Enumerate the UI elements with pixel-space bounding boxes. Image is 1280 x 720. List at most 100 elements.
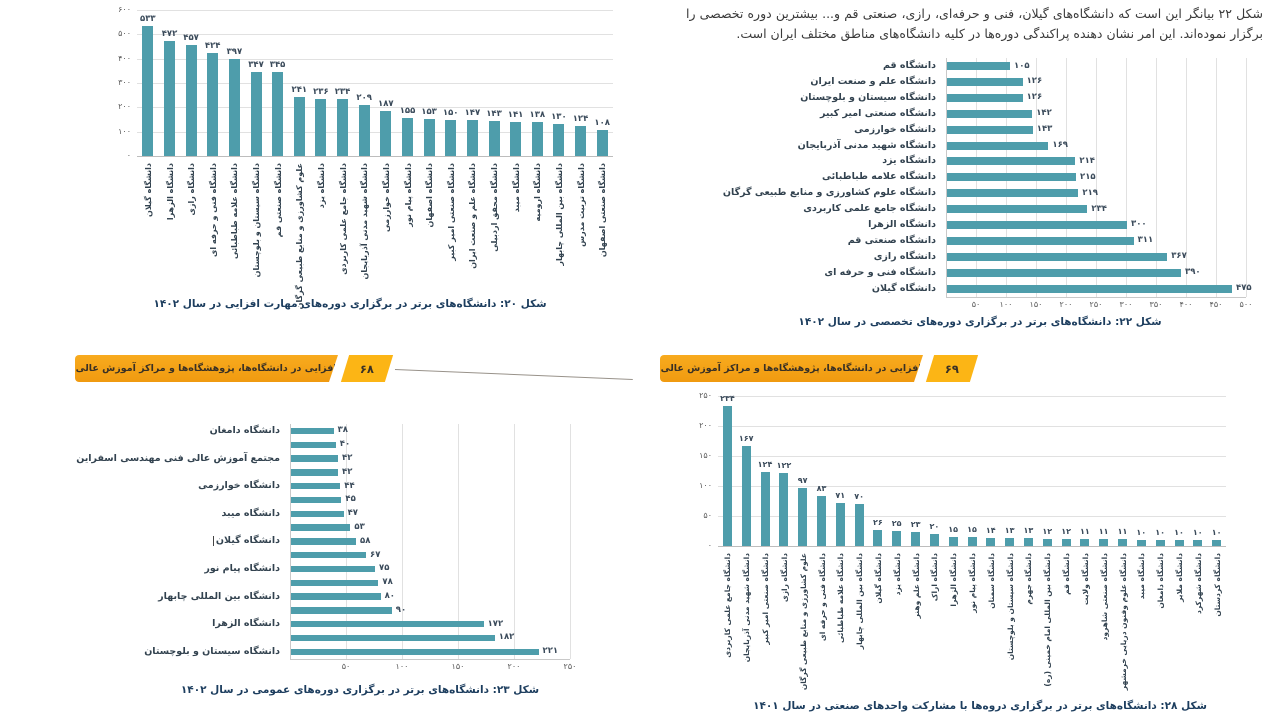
bar-value-label: ۱۱ (1098, 527, 1109, 537)
bar (947, 268, 1181, 277)
axis-tick-label: ۲۰۰ (699, 421, 712, 430)
axis-tick-label: ۴۵۰ (1209, 299, 1223, 309)
bar-value-label: ۴۷۵ (1236, 283, 1252, 293)
bar-value-label: ۵۸ (360, 535, 371, 546)
bar (947, 173, 1076, 182)
category-label: دانشگاه علامه طباطبائی (230, 163, 240, 259)
bar (207, 52, 219, 156)
bar (291, 441, 336, 448)
category-label: دانشگاه سیستان و بلوچستان (800, 91, 936, 103)
bar-value-label: ۸۳ (816, 484, 827, 494)
bar (531, 122, 543, 156)
bar-value-label: ۱۰ (1174, 528, 1184, 537)
bar (291, 634, 495, 642)
bar (291, 427, 334, 435)
bar (291, 510, 344, 517)
axis-tick-label: ۱۰۰ (395, 661, 409, 671)
plot-area: ۰ ۱۰۰ ۲۰۰ ۳۰۰ ۴۰۰ ۵۰۰ ۶۰۰ ۵۳۳ دانشگاه گیلان ۴۷۲ دا… (118, 5, 613, 309)
bar-value-label: ۴۰ (339, 439, 351, 450)
bar-value-label: ۱۲ (1042, 526, 1053, 536)
bar-value-label: ۱۴۷ (464, 108, 481, 119)
bar-value-label: ۲۰ (929, 522, 940, 531)
category-label: دانشگاه اصفهان (425, 163, 435, 228)
bar-value-label: ۳۰۰ (1131, 219, 1147, 230)
bar-value-label: ۲۶ (873, 518, 883, 528)
category-label: دانشگاه علم و صنعت ایران (810, 75, 936, 87)
bar-value-label: ۲۲۱ (542, 646, 559, 657)
bar (423, 118, 435, 156)
figure-22-caption: شکل ۲۲: دانشگاه‌های برتر در برگزاری دوره… (798, 316, 1162, 328)
bar-value-label: ۲۳۴ (334, 87, 351, 98)
bar (947, 77, 1023, 86)
category-label: دانشگاه تربیت مدرس (576, 163, 586, 247)
bar (291, 482, 341, 490)
bar-value-label: ۲۱۵ (1080, 171, 1096, 182)
category-label: دانشگاه ارومیه (533, 163, 543, 222)
axis-line (718, 546, 1226, 547)
bar-value-label: ۹۰ (395, 604, 407, 615)
bar (445, 119, 457, 156)
gridline (137, 107, 613, 109)
category-label: دانشگاه الزهرا (165, 163, 175, 221)
bar-value-label: ۳۴۷ (248, 59, 264, 70)
gridline (1126, 58, 1127, 297)
bar (967, 537, 977, 546)
axis-tick-label: ۱۰۰ (699, 481, 712, 490)
category-label: دانشگاه علامه طباطبائی (836, 553, 846, 643)
text-cursor (212, 535, 214, 546)
bar-value-label: ۱۳ (1023, 526, 1034, 536)
category-label: دانشگاه پیام نور (403, 163, 413, 227)
category-label: دانشگاه جامع علمی کاربردی (723, 553, 733, 658)
category-label: دانشگاه شهید مدنی آذربایجان (360, 163, 370, 280)
bar-value-label: ۱۰ (1136, 528, 1147, 537)
bar (1212, 540, 1222, 546)
axis-tick-label: ۰ (126, 151, 131, 160)
bar-value-label: ۱۰۸ (594, 117, 610, 128)
bar-value-label: ۹۷ (797, 475, 808, 485)
axis-tick-label: ۵۰ (341, 661, 351, 671)
category-label: دانشگاه میبد (1137, 553, 1147, 600)
bar (947, 62, 1010, 70)
axis-tick-label: ۵۰ (971, 299, 981, 309)
bar-value-label: ۱۴۱ (507, 109, 524, 120)
category-label: علوم کشاورزی و منابع طبیعی گرگان (798, 553, 808, 691)
bar (291, 565, 375, 573)
axis-tick-label: ۲۰۰ (1059, 299, 1073, 309)
gridline (1096, 58, 1097, 297)
figure-20-caption: شکل ۲۰: دانشگاه‌های برتر در برگزاری دوره… (153, 298, 547, 310)
bar-value-label: ۲۱۹ (1082, 187, 1098, 198)
bar (228, 59, 240, 156)
bar-value-label: ۴۷ (347, 508, 358, 519)
bar-value-label: ۴۲ (342, 466, 353, 477)
category-label: دانشگاه سیستان و بلوچستان (1005, 553, 1015, 661)
bar-value-label: ۱۸۷ (378, 98, 394, 109)
axis-line-zero (946, 58, 947, 297)
bar-value-label: ۲۴۱ (291, 85, 308, 96)
category-label: دانشگاه صنعتی اصفهان (598, 163, 608, 258)
bar (358, 105, 370, 156)
category-label: دانشگاه دامغان (1156, 553, 1166, 609)
bar (337, 99, 348, 156)
bar (575, 125, 586, 156)
axis-tick-label: ۵۰۰ (1239, 299, 1253, 309)
bar-value-label: ۱۲۴ (757, 459, 773, 469)
bar-value-label: ۴۲۴ (204, 40, 221, 51)
axis-tick-label: ۳۵۰ (1149, 299, 1163, 309)
gridline (137, 83, 613, 84)
category-label: دانشگاه خوارزمی (198, 480, 280, 492)
page-number: ۶۸ (359, 361, 375, 376)
category-label: دانشگاه الزهرا (949, 553, 959, 607)
bar-value-label: ۳۱۱ (1137, 235, 1154, 246)
category-label: دانشگاه پیام نور (204, 562, 280, 574)
bar (798, 487, 808, 546)
category-label: دانشگاه فنی و حرفه ای (824, 266, 936, 278)
bar-value-label: ۲۳۴ (720, 393, 735, 403)
axis-tick-label: ۴۰۰ (1179, 299, 1193, 309)
figure-28-caption: شکل ۲۸: دانشگاه‌های برتر در برگزاری دروه… (753, 700, 1207, 712)
bar (722, 405, 732, 546)
bar (947, 252, 1168, 261)
bar-value-label: ۱۳ (1004, 526, 1015, 536)
page-number-box: ۶۹ (925, 355, 979, 382)
bar-value-label: ۱۱ (1117, 527, 1128, 537)
bar-value-label: ۶۷ (370, 549, 381, 560)
